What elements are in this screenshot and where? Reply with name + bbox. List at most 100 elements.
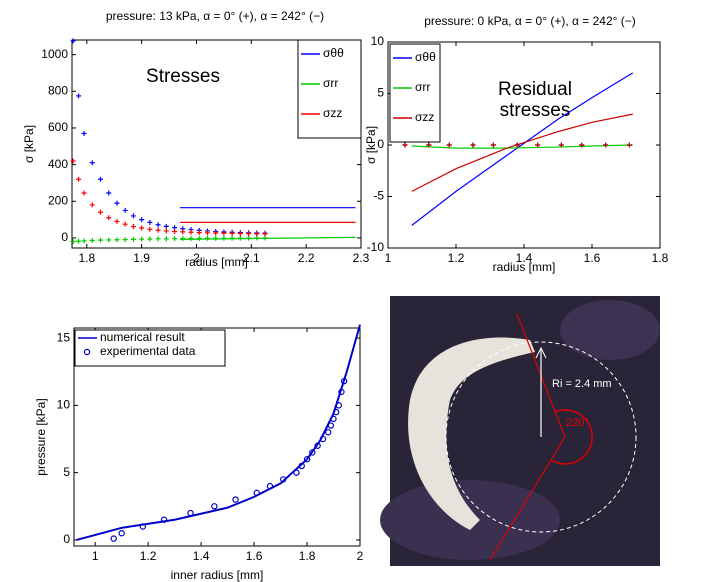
plus-marker (139, 217, 145, 223)
plus-marker (130, 224, 136, 230)
plus-marker (558, 142, 564, 148)
plus-marker (70, 158, 76, 164)
legend-label: σθθ (415, 50, 436, 64)
y-tick-label: 10 (57, 398, 71, 412)
plus-marker (180, 236, 186, 242)
plus-marker (229, 230, 235, 236)
plus-marker (221, 235, 227, 241)
plus-marker (139, 236, 145, 242)
plus-marker (172, 229, 178, 235)
x-tick-label: 2.2 (298, 251, 315, 265)
plus-marker (147, 236, 153, 242)
y-tick-label: 0 (61, 230, 68, 244)
plus-marker (204, 230, 210, 236)
data-point (187, 509, 194, 517)
plus-marker (130, 236, 136, 242)
plus-marker (172, 236, 178, 242)
series-line (411, 113, 633, 192)
plus-marker (76, 176, 82, 182)
chart-title: pressure: 0 kPa, α = 0° (+), α = 242° (−… (424, 14, 636, 28)
legend-label: σrr (323, 76, 338, 90)
plus-marker (155, 236, 161, 242)
plus-marker (98, 209, 104, 215)
x-tick-label: 1.4 (516, 251, 533, 265)
plus-marker (114, 200, 120, 206)
plus-marker (514, 142, 520, 148)
plus-marker (180, 229, 186, 235)
data-point (309, 449, 316, 456)
plus-marker (490, 142, 496, 148)
data-point (280, 476, 287, 483)
plus-marker (139, 225, 145, 231)
plus-marker (81, 130, 87, 136)
plus-marker (70, 38, 76, 44)
plus-marker (70, 239, 76, 245)
x-tick-label: 2.3 (353, 251, 370, 265)
data-point (340, 377, 348, 385)
chart: pressure: 0 kPa, α = 0° (+), α = 242° (−… (364, 14, 668, 274)
x-axis-label: radius [mm] (185, 255, 248, 269)
legend-box (297, 39, 362, 139)
plus-marker (402, 142, 408, 148)
plot-frame (71, 39, 362, 249)
series-line (180, 236, 356, 240)
plus-marker (122, 221, 128, 227)
y-tick-label: 5 (63, 465, 70, 479)
data-point (327, 422, 335, 429)
plot-frame (73, 327, 361, 547)
plus-marker (155, 222, 161, 228)
data-point (266, 482, 274, 490)
plus-marker (155, 227, 161, 233)
plus-marker (426, 142, 432, 148)
y-tick-label: 800 (48, 83, 68, 97)
plus-marker (89, 160, 95, 166)
plus-marker (579, 142, 585, 148)
plus-marker (254, 231, 260, 237)
data-point (303, 456, 311, 463)
plus-marker (81, 238, 87, 244)
plus-marker (89, 202, 95, 208)
radius-label: Ri = 2.4 mm (552, 378, 612, 390)
legend-label: numerical result (100, 330, 185, 344)
plus-marker (163, 236, 169, 242)
data-point (160, 516, 168, 523)
angle-arc (550, 409, 593, 465)
plus-marker (237, 235, 243, 241)
x-tick-label: 1.4 (193, 549, 210, 563)
x-tick-label: 2 (193, 251, 200, 265)
plus-marker (163, 228, 169, 234)
tissue-ring (408, 337, 535, 530)
annotation: Stresses (146, 66, 220, 87)
annotation: stresses (500, 100, 571, 121)
legend-label: σzz (415, 110, 434, 124)
x-tick-label: 1.6 (584, 251, 601, 265)
legend-label: σrr (415, 80, 430, 94)
plus-marker (147, 226, 153, 232)
data-point (211, 503, 218, 510)
x-tick-label: 1 (385, 251, 392, 265)
data-point (253, 489, 260, 497)
plus-marker (196, 235, 202, 241)
y-tick-label: 5 (377, 86, 384, 100)
plus-marker (188, 235, 194, 241)
y-axis-label: σ [kPa] (22, 125, 36, 163)
plus-marker (76, 93, 82, 99)
chart: pressure: 13 kPa, α = 0° (+), α = 242° (… (22, 9, 369, 269)
plus-marker (89, 237, 95, 243)
y-axis-label: pressure [kPa] (34, 398, 48, 475)
data-point (118, 530, 125, 537)
plus-marker (147, 219, 153, 225)
angle-label: 220° (566, 417, 589, 429)
data-point (338, 388, 345, 396)
plus-marker (262, 231, 268, 237)
legend-box (74, 329, 226, 367)
legend-label: experimental data (100, 344, 196, 358)
photo-texture (560, 300, 660, 360)
x-tick-label: 1.2 (140, 549, 157, 563)
x-tick-label: 1.8 (652, 251, 669, 265)
data-point (332, 408, 340, 416)
data-point (232, 496, 239, 503)
x-tick-label: 1.8 (299, 549, 316, 563)
plus-marker (626, 142, 632, 148)
plus-marker (122, 237, 128, 243)
